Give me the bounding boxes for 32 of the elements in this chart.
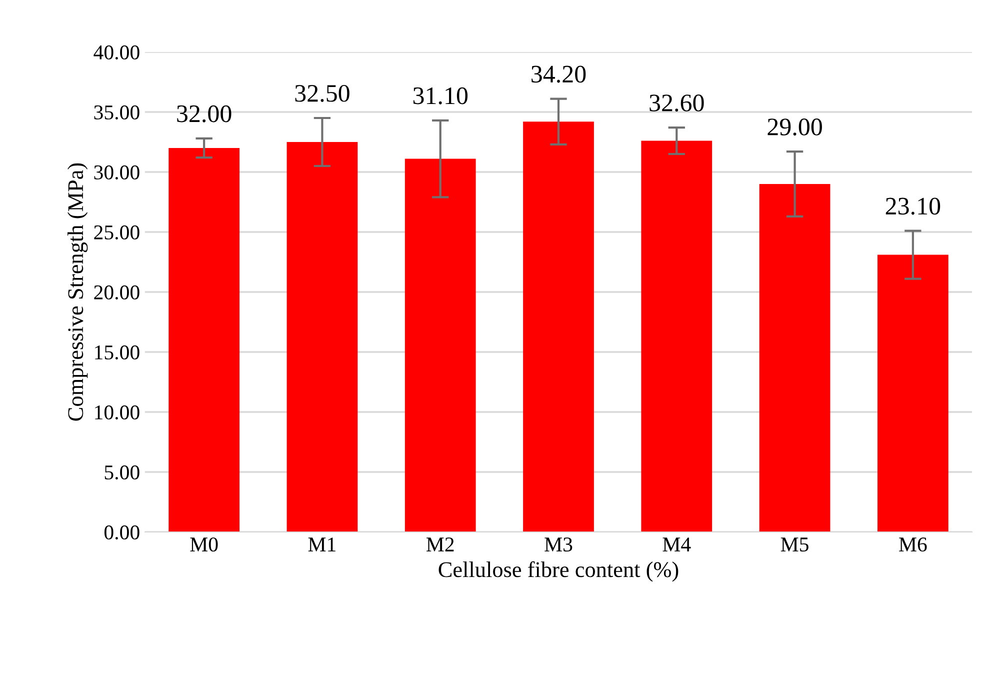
x-tick-label: M0 bbox=[190, 537, 218, 552]
bar bbox=[404, 158, 476, 532]
y-tick-label: 5.00 bbox=[104, 465, 140, 480]
y-tick-label: 0.00 bbox=[104, 525, 140, 540]
y-tick-label: 35.00 bbox=[94, 105, 140, 120]
y-axis-title: Compressive Strength (MPa) bbox=[67, 163, 88, 421]
y-tick-label: 25.00 bbox=[94, 225, 140, 240]
bar bbox=[877, 254, 948, 532]
data-label: 31.10 bbox=[413, 87, 468, 104]
bar bbox=[759, 184, 830, 532]
y-tick-label: 15.00 bbox=[95, 345, 140, 360]
x-tick-label: M1 bbox=[308, 538, 336, 552]
bar bbox=[168, 148, 240, 532]
data-label: 34.20 bbox=[532, 66, 586, 83]
data-label: 29.00 bbox=[768, 118, 822, 136]
data-label: 23.10 bbox=[886, 198, 940, 215]
x-axis-title: Cellulose fibre content (%) bbox=[438, 561, 678, 582]
y-tick-label: 10.00 bbox=[95, 405, 140, 420]
data-label: 32.60 bbox=[650, 94, 704, 112]
bar bbox=[641, 140, 712, 532]
x-tick-label: M2 bbox=[426, 538, 454, 552]
y-tick-label: 30.00 bbox=[94, 165, 140, 180]
y-tick-label: 40.00 bbox=[94, 45, 140, 60]
x-tick-label: M6 bbox=[899, 538, 927, 552]
y-tick-label: 20.00 bbox=[94, 285, 140, 300]
x-tick-label: M4 bbox=[662, 538, 691, 552]
x-tick-label: M3 bbox=[544, 538, 572, 552]
bar bbox=[286, 142, 358, 532]
data-label: 32.50 bbox=[295, 84, 350, 102]
data-label: 32.00 bbox=[177, 105, 232, 122]
x-tick-label: M5 bbox=[780, 538, 808, 552]
bar bbox=[523, 122, 594, 532]
